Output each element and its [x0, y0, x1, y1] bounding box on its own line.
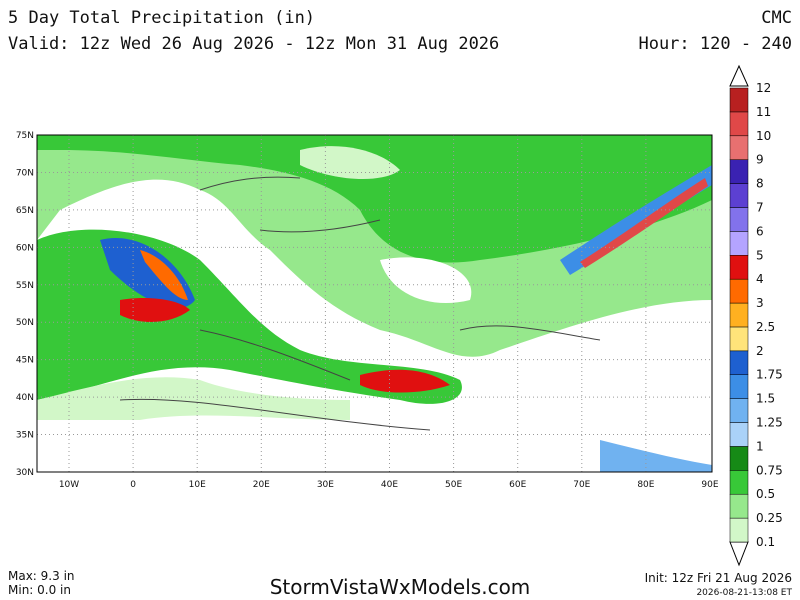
colorbar-swatch	[729, 111, 749, 137]
colorbar-swatch	[729, 255, 749, 280]
site-name: StormVistaWxModels.com	[270, 575, 531, 599]
colorbar-swatch	[729, 87, 749, 113]
colorbar-label: 8	[756, 177, 764, 191]
colorbar-bottom-arrow	[729, 541, 749, 567]
lat-label: 60N	[16, 243, 34, 253]
colorbar-label: 0.1	[756, 535, 775, 549]
lon-label: 10W	[59, 480, 79, 490]
colorbar-label: 3	[756, 296, 764, 310]
precip-field	[37, 135, 712, 472]
lon-label: 10E	[189, 480, 206, 490]
lat-label: 65N	[16, 206, 34, 216]
lon-label: 40E	[381, 480, 398, 490]
lat-label: 35N	[16, 431, 34, 441]
init-time: Init: 12z Fri 21 Aug 2026	[645, 571, 792, 585]
lon-label: 60E	[509, 480, 526, 490]
colorbar-swatch	[729, 278, 749, 304]
colorbar-swatch	[729, 350, 749, 375]
colorbar-label: 7	[756, 200, 764, 214]
colorbar-swatch	[729, 135, 749, 160]
lon-label: 50E	[445, 480, 462, 490]
min-value: Min: 0.0 in	[8, 583, 71, 597]
colorbar-label: 2.5	[756, 320, 775, 334]
colorbar-label: 1.25	[756, 416, 783, 430]
lon-label: 80E	[637, 480, 654, 490]
lon-label: 20E	[253, 480, 270, 490]
map-frame	[36, 134, 713, 473]
title: 5 Day Total Precipitation (in)	[8, 8, 315, 28]
colorbar-label: 1.75	[756, 368, 783, 382]
colorbar-swatch	[729, 183, 749, 208]
colorbar-swatch	[729, 231, 749, 256]
colorbar-swatch	[729, 470, 749, 495]
colorbar: 0.1 0.25 0.5 0.75 1 1.25 1.5 1.75 2 2.5 3 4 5 6 7 8 9 10 1…	[729, 64, 783, 567]
valid-range: Valid: 12z Wed 26 Aug 2026 - 12z Mon 31 …	[8, 34, 499, 54]
model: CMC	[761, 8, 792, 28]
colorbar-swatch	[729, 302, 749, 328]
lat-label: 30N	[16, 468, 34, 478]
colorbar-label: 11	[756, 105, 771, 119]
timestamp: 2026-08-21-13:08 ET	[696, 588, 792, 598]
colorbar-label: 1	[756, 439, 764, 453]
colorbar-label: 1.5	[756, 392, 775, 406]
lon-label: 0	[130, 480, 136, 490]
colorbar-label: 0.25	[756, 511, 783, 525]
colorbar-label: 0.5	[756, 487, 775, 501]
max-value: Max: 9.3 in	[8, 569, 75, 583]
colorbar-swatch	[729, 159, 749, 184]
map	[36, 134, 713, 473]
colorbar-top-arrow	[729, 64, 749, 87]
colorbar-label: 2	[756, 344, 764, 358]
colorbar-label: 6	[756, 224, 764, 238]
lat-label: 40N	[16, 393, 34, 403]
colorbar-label: 4	[756, 272, 764, 286]
colorbar-swatch	[729, 326, 749, 352]
lon-label: 30E	[317, 480, 334, 490]
colorbar-swatch	[729, 398, 749, 423]
colorbar-label: 0.75	[756, 463, 783, 477]
colorbar-swatch	[729, 517, 749, 543]
colorbar-label: 5	[756, 248, 764, 262]
colorbar-label: 9	[756, 153, 764, 167]
colorbar-swatch	[729, 446, 749, 471]
colorbar-swatch	[729, 374, 749, 399]
lat-label: 50N	[16, 318, 34, 328]
lat-label: 55N	[16, 281, 34, 291]
coastlines	[119, 176, 601, 431]
lon-label: 90E	[701, 480, 718, 490]
colorbar-label: 10	[756, 129, 771, 143]
colorbar-swatch	[729, 422, 749, 447]
lat-label: 45N	[16, 356, 34, 366]
colorbar-swatch	[729, 493, 749, 519]
colorbar-label: 12	[756, 81, 771, 95]
colorbar-swatch	[729, 207, 749, 232]
lat-label: 70N	[16, 168, 34, 178]
lat-label: 75N	[16, 131, 34, 141]
graticule	[37, 135, 712, 472]
hour-range: Hour: 120 - 240	[638, 34, 792, 54]
lon-label: 70E	[573, 480, 590, 490]
